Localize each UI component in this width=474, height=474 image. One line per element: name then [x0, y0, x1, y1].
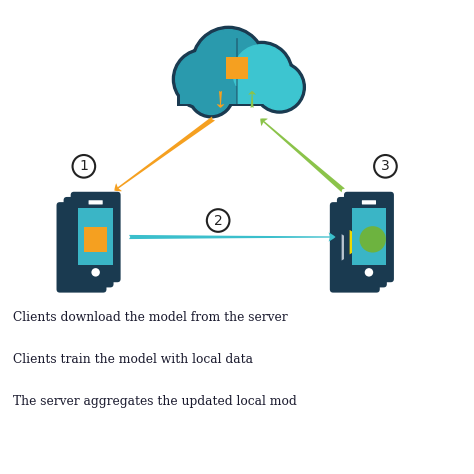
FancyBboxPatch shape [337, 219, 372, 275]
FancyBboxPatch shape [71, 192, 120, 282]
Circle shape [77, 278, 86, 287]
Circle shape [195, 30, 263, 98]
Circle shape [374, 155, 397, 178]
Circle shape [351, 278, 359, 287]
FancyBboxPatch shape [74, 210, 89, 215]
Circle shape [191, 75, 231, 115]
FancyBboxPatch shape [84, 227, 108, 252]
Circle shape [254, 61, 305, 113]
Text: Clients download the model from the server: Clients download the model from the serv… [13, 310, 288, 324]
Circle shape [257, 64, 302, 110]
FancyBboxPatch shape [337, 197, 387, 287]
Circle shape [176, 52, 230, 107]
FancyBboxPatch shape [344, 192, 394, 282]
FancyBboxPatch shape [89, 200, 103, 204]
Text: 2: 2 [214, 213, 222, 228]
FancyBboxPatch shape [237, 86, 294, 104]
Polygon shape [350, 230, 369, 255]
Circle shape [188, 72, 234, 118]
Circle shape [357, 273, 366, 282]
Circle shape [365, 268, 373, 277]
FancyBboxPatch shape [70, 237, 93, 263]
FancyBboxPatch shape [78, 208, 113, 265]
FancyBboxPatch shape [362, 200, 376, 204]
FancyBboxPatch shape [64, 219, 99, 275]
FancyBboxPatch shape [352, 208, 386, 265]
FancyBboxPatch shape [64, 197, 114, 287]
Text: 3: 3 [381, 159, 390, 173]
FancyBboxPatch shape [77, 232, 100, 257]
FancyBboxPatch shape [345, 213, 379, 270]
FancyBboxPatch shape [180, 86, 237, 104]
Circle shape [91, 268, 100, 277]
FancyBboxPatch shape [226, 57, 248, 79]
Polygon shape [342, 234, 363, 261]
Text: The server aggregates the updated local mod: The server aggregates the updated local … [13, 395, 297, 409]
Circle shape [230, 41, 293, 105]
Circle shape [84, 273, 93, 282]
Text: 1: 1 [80, 159, 88, 173]
Circle shape [73, 155, 95, 178]
Circle shape [191, 27, 266, 101]
FancyBboxPatch shape [330, 202, 380, 292]
Circle shape [173, 48, 234, 110]
Circle shape [207, 209, 229, 232]
Circle shape [233, 45, 290, 101]
Circle shape [359, 226, 386, 253]
FancyBboxPatch shape [71, 213, 106, 270]
FancyBboxPatch shape [177, 84, 297, 106]
Text: Clients train the model with local data: Clients train the model with local data [13, 353, 253, 366]
FancyBboxPatch shape [348, 210, 362, 215]
FancyBboxPatch shape [82, 205, 96, 210]
FancyBboxPatch shape [56, 202, 107, 292]
FancyBboxPatch shape [355, 205, 369, 210]
